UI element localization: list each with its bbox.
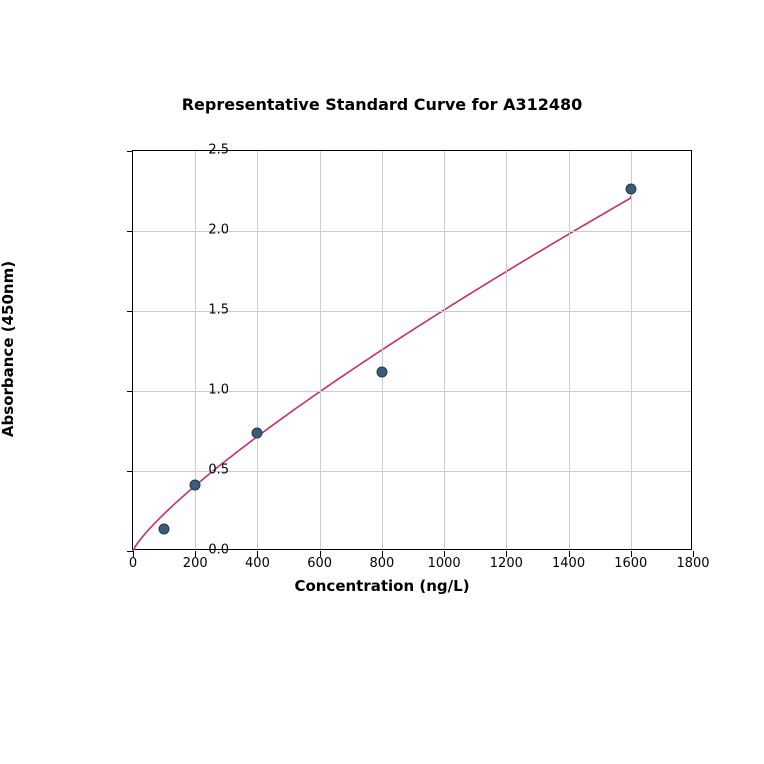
y-tick-label: 0.0 [208,543,229,558]
x-tick-label: 1600 [614,556,647,571]
grid-line-vertical [444,151,445,549]
x-tick-label: 400 [245,556,270,571]
data-point [190,480,201,491]
y-tick-mark [127,391,133,392]
y-tick-label: 1.5 [208,303,229,318]
x-tick-label: 1800 [676,556,709,571]
y-axis-label: Absorbance (450nm) [0,259,17,439]
data-point [376,366,387,377]
data-point [159,523,170,534]
grid-line-vertical [257,151,258,549]
y-tick-mark [127,471,133,472]
data-point [625,184,636,195]
y-tick-mark [127,231,133,232]
y-tick-mark [127,551,133,552]
y-tick-label: 0.5 [208,463,229,478]
x-tick-label: 800 [369,556,394,571]
x-axis-label: Concentration (ng/L) [50,577,714,595]
grid-line-vertical [506,151,507,549]
x-tick-label: 1400 [552,556,585,571]
x-tick-label: 0 [129,556,137,571]
chart-title: Representative Standard Curve for A31248… [50,95,714,114]
grid-line-vertical [320,151,321,549]
x-tick-label: 200 [183,556,208,571]
fit-curve-layer [133,151,691,549]
x-tick-label: 600 [307,556,332,571]
plot-area: 020040060080010001200140016001800 [132,150,692,550]
x-tick-label: 1000 [428,556,461,571]
data-point [252,427,263,438]
y-tick-mark [127,151,133,152]
grid-line-vertical [569,151,570,549]
x-tick-label: 1200 [490,556,523,571]
y-tick-label: 2.5 [208,143,229,158]
y-tick-label: 2.0 [208,223,229,238]
standard-curve-chart: Representative Standard Curve for A31248… [50,130,714,630]
y-tick-mark [127,311,133,312]
y-tick-label: 1.0 [208,383,229,398]
grid-line-vertical [382,151,383,549]
grid-line-vertical [631,151,632,549]
